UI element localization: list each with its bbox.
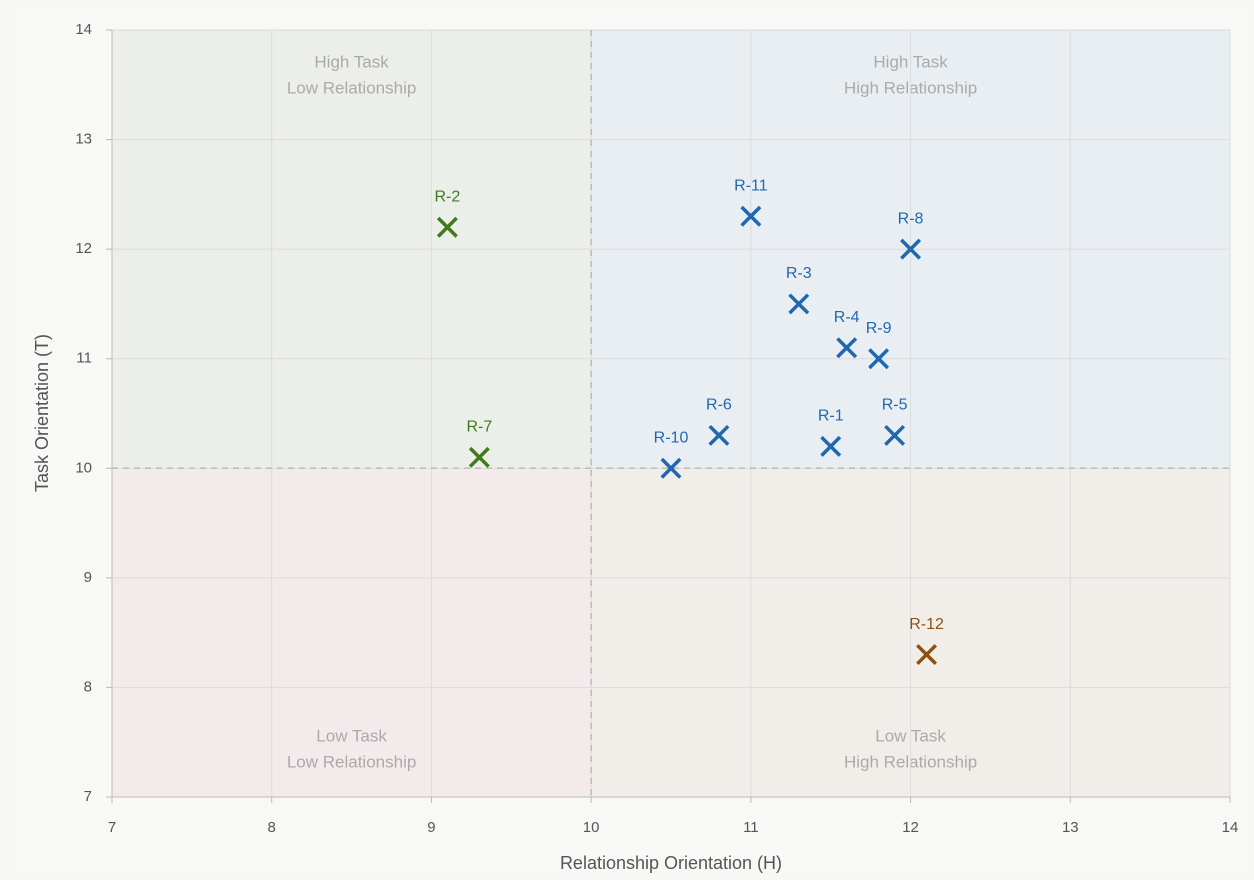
point-label: R-8 [898,210,924,227]
quadrant-label: High Task [314,52,389,71]
point-marker [740,205,762,227]
marker-stroke [740,205,762,227]
point-label: R-5 [882,397,908,414]
point-marker [468,446,490,468]
marker-stroke [836,337,858,359]
x-tick-label: 12 [902,819,919,836]
y-tick-label: 9 [84,569,92,586]
x-tick-label: 8 [268,819,276,836]
point-label: R-1 [818,408,844,425]
point-label: R-7 [466,419,492,436]
x-tick-label: 14 [1222,819,1239,836]
quadrant-label: Low Relationship [287,752,416,771]
point-label: R-12 [909,616,944,633]
point-marker [436,216,458,238]
point-marker [916,644,938,666]
y-tick-label: 14 [75,21,92,38]
x-axis-title: Relationship Orientation (H) [560,853,782,873]
marker-stroke [884,424,906,446]
marker-stroke [660,457,682,479]
point-marker [900,238,922,260]
point-label: R-6 [706,397,732,414]
x-tick-label: 9 [427,819,435,836]
y-tick-label: 12 [75,240,92,257]
marker-stroke [468,446,490,468]
marker-stroke [820,435,842,457]
point-marker [788,293,810,315]
point-label: R-9 [866,320,892,337]
quadrant-label: Low Task [316,726,387,745]
marker-stroke [900,238,922,260]
point-label: R-2 [435,188,461,205]
x-tick-label: 11 [743,819,759,836]
y-tick-label: 13 [75,131,92,148]
point-marker [868,348,890,370]
x-tick-label: 7 [108,819,116,836]
y-tick-label: 11 [76,350,92,367]
y-axis-title: Task Orientation (T) [32,334,52,492]
x-tick-label: 13 [1062,819,1079,836]
point-marker [660,457,682,479]
quadrant-label: Low Relationship [287,78,416,97]
marker-stroke [708,424,730,446]
point-marker [820,435,842,457]
y-tick-label: 7 [84,788,92,805]
marker-stroke [788,293,810,315]
marker-stroke [436,216,458,238]
point-marker [708,424,730,446]
quadrant [112,468,592,797]
point-label: R-10 [654,430,689,447]
point-label: R-4 [834,309,860,326]
point-label: R-3 [786,265,812,282]
marker-stroke [868,348,890,370]
point-marker [836,337,858,359]
marker-stroke [916,644,938,666]
y-tick-label: 8 [84,678,92,695]
x-tick-label: 10 [583,819,600,836]
point-label: R-11 [734,177,768,194]
point-marker [884,424,906,446]
y-tick-label: 10 [75,459,92,476]
